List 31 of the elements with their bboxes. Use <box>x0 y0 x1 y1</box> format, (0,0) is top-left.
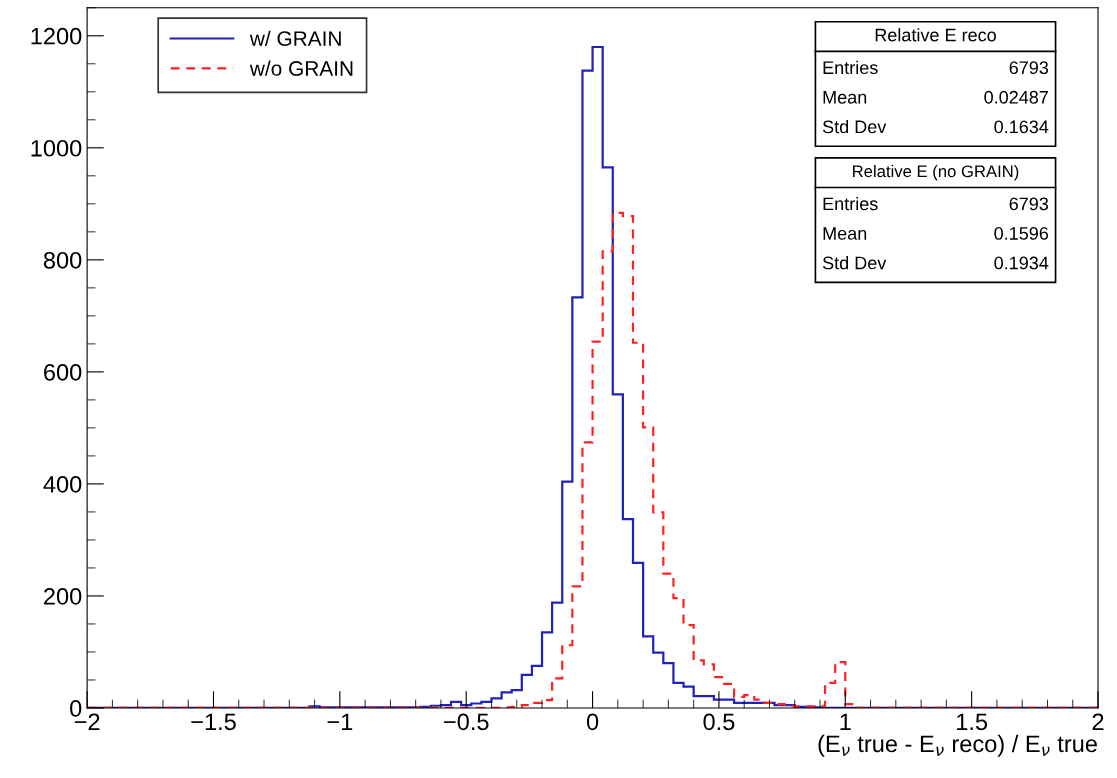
x-tick-label: 1.5 <box>957 713 988 731</box>
x-tick-label: 0.5 <box>703 713 735 731</box>
annotation: Relative E reco <box>875 28 996 42</box>
annotation: 6793 <box>1009 197 1049 211</box>
legend-label: w/ GRAIN <box>249 30 341 46</box>
y-tick-label: 200 <box>44 588 82 605</box>
annotation: 0.1634 <box>994 120 1049 134</box>
annotation: 0.1596 <box>994 227 1049 240</box>
x-tick-label: −1.5 <box>191 713 236 731</box>
annotation: Entries <box>823 60 878 75</box>
annotation: Entries <box>823 196 878 211</box>
y-tick-label: 1200 <box>31 27 82 45</box>
annotation: Std Dev <box>822 119 887 134</box>
annotation: 0.02487 <box>984 90 1048 104</box>
y-tick-label: 400 <box>43 475 82 493</box>
annotation: Std Dev <box>822 256 887 270</box>
y-tick-label: 600 <box>44 363 82 381</box>
annotation: Mean <box>823 91 867 104</box>
legend-label: w/o GRAIN <box>249 60 353 76</box>
x-tick-label: 2 <box>1092 713 1104 730</box>
x-tick-label: −0.5 <box>444 713 489 731</box>
annotation: 0.1934 <box>994 256 1049 270</box>
x-axis-title: (E$_{ν}$ true - E$_{ν}$ reco) / E$_{ν}$ true <box>818 734 1097 757</box>
annotation: 6793 <box>1009 61 1049 75</box>
y-tick-label: 800 <box>43 251 82 269</box>
x-tick-label: −1 <box>327 713 353 730</box>
x-tick-label: 1 <box>840 713 851 730</box>
y-tick-label: 1000 <box>31 139 82 157</box>
annotation: Mean <box>823 227 867 240</box>
x-tick-label: 0 <box>586 713 599 731</box>
annotation: Relative E (no GRAIN) <box>853 164 1019 181</box>
